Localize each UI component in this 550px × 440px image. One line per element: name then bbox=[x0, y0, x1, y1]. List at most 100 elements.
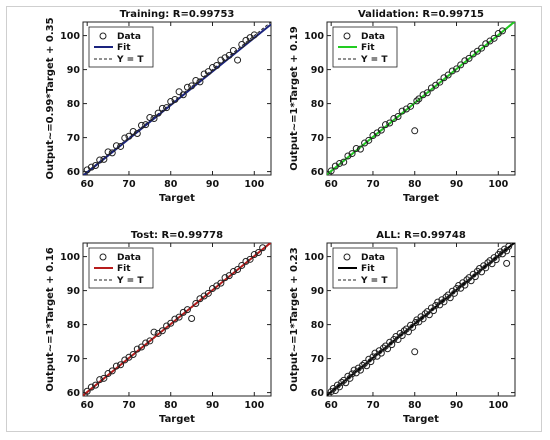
data-point bbox=[92, 381, 100, 389]
data-point bbox=[234, 56, 242, 64]
y-tick-label: 70 bbox=[67, 133, 81, 144]
chart-title: Training: R=0.99753 bbox=[120, 9, 235, 20]
data-point bbox=[432, 302, 440, 310]
y-tick-label: 100 bbox=[60, 31, 80, 42]
data-point bbox=[108, 367, 116, 375]
plot-content bbox=[327, 22, 515, 175]
data-point bbox=[96, 376, 104, 384]
x-tick-label: 100 bbox=[488, 179, 508, 190]
data-point bbox=[394, 336, 402, 344]
data-point bbox=[117, 142, 125, 150]
data-point bbox=[246, 255, 254, 263]
legend-identity-label: Y = T bbox=[360, 55, 388, 65]
data-point bbox=[250, 251, 258, 259]
x-tick-label: 70 bbox=[122, 179, 136, 190]
data-point bbox=[505, 243, 513, 250]
data-point bbox=[83, 387, 91, 395]
legend-identity-label: Y = T bbox=[116, 55, 144, 65]
data-point bbox=[175, 313, 183, 321]
data-point bbox=[150, 115, 158, 123]
y-tick-label: 90 bbox=[67, 65, 81, 76]
data-point bbox=[404, 328, 412, 336]
legend-data-marker bbox=[343, 253, 351, 261]
y-tick-label: 100 bbox=[304, 252, 324, 263]
data-point bbox=[100, 374, 108, 382]
x-tick-label: 60 bbox=[325, 400, 339, 411]
data-point bbox=[137, 121, 145, 129]
data-point bbox=[342, 379, 350, 387]
y-tick-label: 80 bbox=[67, 99, 81, 110]
legend-data-marker bbox=[99, 32, 107, 40]
data-point bbox=[425, 311, 433, 319]
x-tick-label: 90 bbox=[450, 179, 464, 190]
data-point bbox=[167, 319, 175, 327]
data-point bbox=[463, 276, 471, 284]
y-tick-label: 60 bbox=[311, 388, 325, 399]
data-point bbox=[453, 65, 461, 73]
legend-fit-label: Fit bbox=[361, 43, 375, 53]
chart-title: ALL: R=0.99748 bbox=[376, 230, 466, 241]
data-point bbox=[183, 83, 191, 91]
data-point bbox=[100, 155, 108, 163]
y-tick-label: 80 bbox=[67, 320, 81, 331]
data-point bbox=[348, 150, 356, 158]
data-point bbox=[250, 31, 258, 39]
data-point bbox=[158, 104, 166, 112]
data-point bbox=[369, 353, 377, 361]
x-tick-label: 80 bbox=[408, 179, 422, 190]
data-point bbox=[467, 277, 475, 285]
data-point bbox=[457, 61, 465, 69]
y-tick-label: 100 bbox=[60, 252, 80, 263]
data-point bbox=[229, 268, 237, 276]
data-point bbox=[448, 67, 456, 75]
x-axis-label: Target bbox=[159, 193, 195, 204]
data-point bbox=[142, 339, 150, 347]
data-point bbox=[503, 259, 511, 267]
y-tick-label: 60 bbox=[67, 388, 81, 399]
x-tick-label: 70 bbox=[366, 400, 380, 411]
data-point bbox=[352, 144, 360, 152]
x-axis-label: Target bbox=[403, 193, 439, 204]
data-point bbox=[259, 244, 267, 252]
data-point bbox=[498, 27, 506, 35]
data-point bbox=[158, 327, 166, 335]
y-tick-label: 70 bbox=[67, 354, 81, 365]
data-point bbox=[221, 274, 229, 282]
x-tick-label: 90 bbox=[206, 400, 220, 411]
data-point bbox=[381, 121, 389, 129]
data-point bbox=[346, 374, 354, 382]
x-tick-label: 90 bbox=[206, 179, 220, 190]
x-tick-label: 100 bbox=[488, 400, 508, 411]
data-point bbox=[112, 362, 120, 370]
data-point bbox=[340, 158, 348, 166]
data-point bbox=[446, 294, 454, 302]
data-point bbox=[379, 344, 387, 352]
data-point bbox=[488, 260, 496, 268]
data-point bbox=[384, 345, 392, 353]
y-tick-label: 90 bbox=[311, 65, 325, 76]
legend-data-label: Data bbox=[117, 32, 141, 42]
x-tick-label: 80 bbox=[164, 179, 178, 190]
x-tick-label: 100 bbox=[244, 179, 264, 190]
legend-fit-label: Fit bbox=[117, 43, 131, 53]
x-tick-label: 100 bbox=[244, 400, 264, 411]
data-point bbox=[363, 362, 371, 370]
data-point bbox=[377, 126, 385, 134]
fit-line bbox=[327, 243, 515, 396]
data-point bbox=[442, 293, 450, 301]
data-point bbox=[407, 102, 415, 110]
data-point bbox=[419, 91, 427, 99]
data-point bbox=[465, 54, 473, 62]
data-point bbox=[234, 266, 242, 274]
data-point bbox=[146, 114, 154, 122]
x-axis-label: Target bbox=[159, 414, 195, 425]
data-point bbox=[348, 370, 356, 378]
x-tick-label: 60 bbox=[81, 179, 95, 190]
x-tick-label: 70 bbox=[122, 400, 136, 411]
data-point bbox=[117, 361, 125, 369]
y-axis-label: Output~=1*Target + 0.19 bbox=[289, 26, 300, 170]
data-point bbox=[204, 289, 212, 297]
data-point bbox=[129, 351, 137, 359]
